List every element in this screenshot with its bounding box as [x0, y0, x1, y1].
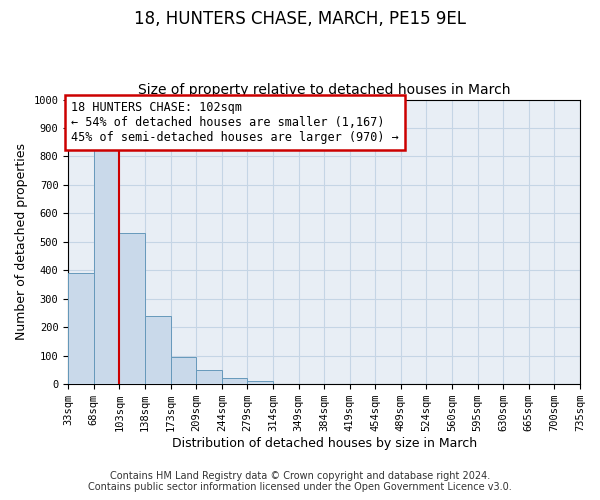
- Bar: [68, 273, 94, 384]
- Title: Size of property relative to detached houses in March: Size of property relative to detached ho…: [138, 83, 511, 97]
- Bar: [222, 378, 247, 384]
- Bar: [170, 357, 196, 384]
- X-axis label: Distribution of detached houses by size in March: Distribution of detached houses by size …: [172, 437, 477, 450]
- Bar: [145, 316, 170, 384]
- Bar: [247, 381, 273, 384]
- Bar: [196, 370, 222, 384]
- Text: Contains HM Land Registry data © Crown copyright and database right 2024.
Contai: Contains HM Land Registry data © Crown c…: [88, 471, 512, 492]
- Bar: [94, 148, 119, 384]
- Y-axis label: Number of detached properties: Number of detached properties: [15, 144, 28, 340]
- Text: 18 HUNTERS CHASE: 102sqm
← 54% of detached houses are smaller (1,167)
45% of sem: 18 HUNTERS CHASE: 102sqm ← 54% of detach…: [71, 101, 399, 144]
- Bar: [119, 234, 145, 384]
- Text: 18, HUNTERS CHASE, MARCH, PE15 9EL: 18, HUNTERS CHASE, MARCH, PE15 9EL: [134, 10, 466, 28]
